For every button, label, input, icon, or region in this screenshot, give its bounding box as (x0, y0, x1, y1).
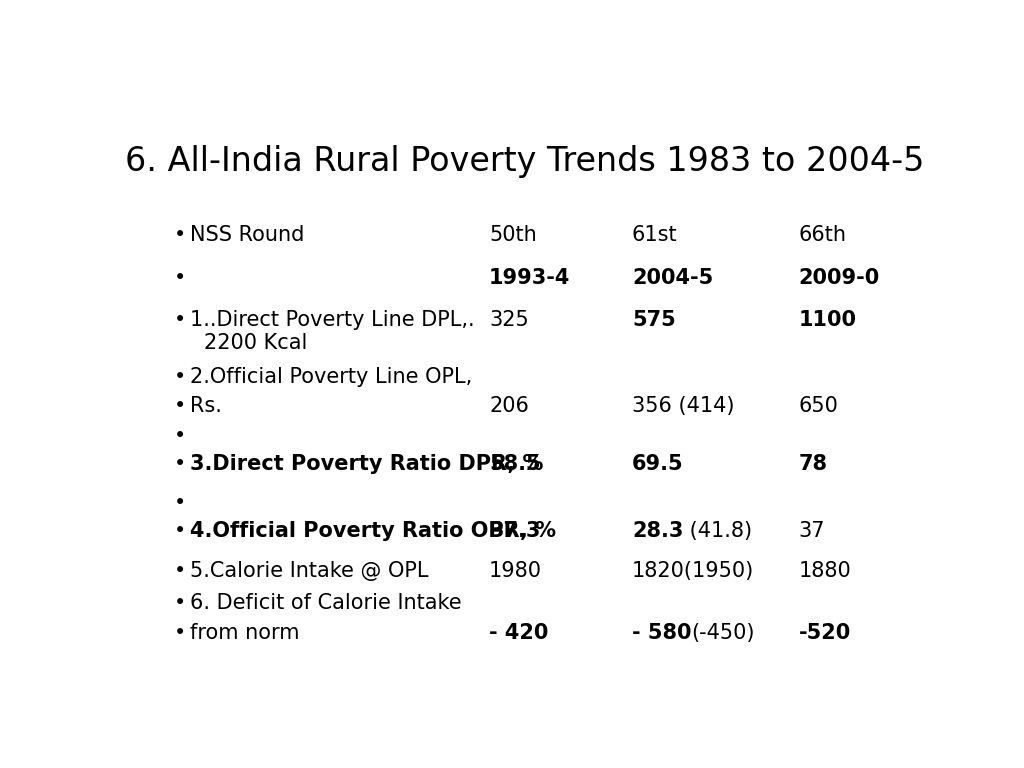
Text: 2009-0: 2009-0 (799, 268, 880, 288)
Text: •: • (174, 493, 186, 513)
Text: 5.Calorie Intake @ OPL: 5.Calorie Intake @ OPL (189, 561, 428, 581)
Text: •: • (174, 521, 186, 541)
Text: (-450): (-450) (691, 623, 755, 643)
Text: 28.3: 28.3 (632, 521, 683, 541)
Text: 6. All-India Rural Poverty Trends 1983 to 2004-5: 6. All-India Rural Poverty Trends 1983 t… (125, 145, 925, 178)
Text: 50th: 50th (489, 225, 537, 245)
Text: 58.5: 58.5 (489, 454, 541, 474)
Text: •: • (174, 425, 186, 445)
Text: •: • (174, 310, 186, 330)
Text: 356 (414): 356 (414) (632, 396, 734, 416)
Text: 650: 650 (799, 396, 839, 416)
Text: 206: 206 (489, 396, 529, 416)
Text: 1993-4: 1993-4 (489, 268, 570, 288)
Text: from norm: from norm (189, 623, 299, 643)
Text: 1100: 1100 (799, 310, 857, 330)
Text: 6. Deficit of Calorie Intake: 6. Deficit of Calorie Intake (189, 593, 462, 613)
Text: •: • (174, 396, 186, 416)
Text: (41.8): (41.8) (683, 521, 753, 541)
Text: •: • (174, 268, 186, 288)
Text: 1..Direct Poverty Line DPL,.: 1..Direct Poverty Line DPL,. (189, 310, 474, 330)
Text: 2.Official Poverty Line OPL,: 2.Official Poverty Line OPL, (189, 366, 472, 386)
Text: 1980: 1980 (489, 561, 542, 581)
Text: 575: 575 (632, 310, 676, 330)
Text: NSS Round: NSS Round (189, 225, 304, 245)
Text: 37.3: 37.3 (489, 521, 541, 541)
Text: 61st: 61st (632, 225, 678, 245)
Text: •: • (174, 561, 186, 581)
Text: •: • (174, 454, 186, 474)
Text: 3.Direct Poverty Ratio DPR, %: 3.Direct Poverty Ratio DPR, % (189, 454, 544, 474)
Text: 37: 37 (799, 521, 825, 541)
Text: 4.Official Poverty Ratio OPR, %: 4.Official Poverty Ratio OPR, % (189, 521, 556, 541)
Text: 66th: 66th (799, 225, 847, 245)
Text: - 420: - 420 (489, 623, 549, 643)
Text: - 580: - 580 (632, 623, 691, 643)
Text: •: • (174, 623, 186, 643)
Text: 2004-5: 2004-5 (632, 268, 713, 288)
Text: 325: 325 (489, 310, 528, 330)
Text: 69.5: 69.5 (632, 454, 684, 474)
Text: •: • (174, 366, 186, 386)
Text: 78: 78 (799, 454, 827, 474)
Text: -520: -520 (799, 623, 851, 643)
Text: •: • (174, 593, 186, 613)
Text: Rs.: Rs. (189, 396, 222, 416)
Text: 2200 Kcal: 2200 Kcal (204, 333, 307, 353)
Text: 1880: 1880 (799, 561, 851, 581)
Text: •: • (174, 225, 186, 245)
Text: 1820(1950): 1820(1950) (632, 561, 755, 581)
